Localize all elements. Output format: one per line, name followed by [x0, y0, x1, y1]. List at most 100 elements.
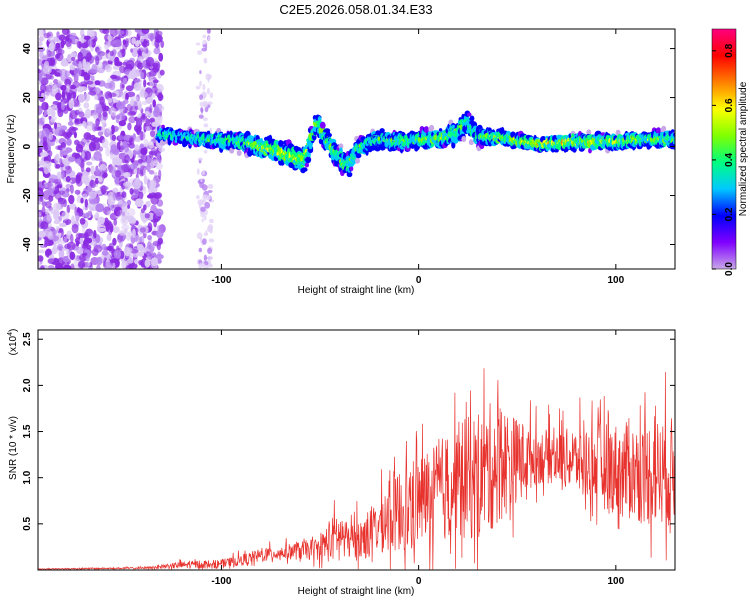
noise-blob — [137, 251, 145, 257]
noise-blob — [201, 218, 204, 223]
noise-blob — [118, 120, 127, 127]
noise-blob — [141, 40, 150, 48]
noise-blob — [90, 30, 98, 37]
noise-blob — [48, 132, 54, 141]
noise-blob — [203, 57, 208, 64]
noise-blob — [121, 224, 130, 231]
noise-blob — [48, 195, 54, 202]
noise-blob — [137, 103, 142, 111]
noise-blob — [144, 125, 153, 131]
ridge-blob — [304, 162, 309, 168]
noise-blob — [55, 92, 62, 101]
noise-blob — [77, 141, 85, 149]
noise-blob — [119, 65, 126, 74]
noise-blob — [90, 174, 97, 180]
noise-blob — [39, 50, 44, 60]
noise-blob — [112, 187, 119, 193]
noise-blob — [199, 70, 202, 75]
noise-blob — [107, 245, 114, 251]
ridge-blob — [661, 125, 667, 132]
noise-blob — [102, 111, 108, 121]
noise-blob — [147, 235, 153, 241]
noise-blob — [73, 67, 82, 77]
snr-multiplier-close: ) — [8, 329, 19, 332]
noise-blob — [202, 83, 206, 91]
noise-blob — [157, 115, 164, 120]
noise-blob — [126, 257, 134, 264]
noise-blob — [140, 35, 144, 43]
y-tick-label: 40 — [22, 43, 33, 55]
noise-blob — [42, 65, 52, 75]
ridge-blob — [586, 129, 592, 136]
noise-blob — [126, 91, 136, 98]
noise-blob — [158, 169, 162, 180]
noise-blob — [101, 138, 109, 149]
noise-blob — [107, 97, 113, 104]
noise-blob — [52, 103, 56, 110]
y-tick-label: 2.5 — [22, 332, 33, 346]
noise-blob — [152, 99, 156, 108]
noise-blob — [207, 190, 213, 193]
noise-blob — [81, 150, 85, 159]
noise-blob — [197, 157, 203, 161]
noise-blob — [138, 260, 142, 266]
noise-blob — [123, 172, 131, 178]
noise-blob — [107, 34, 112, 42]
noise-blob — [134, 78, 138, 84]
noise-blob — [132, 133, 136, 140]
noise-blob — [46, 212, 52, 222]
noise-blob — [202, 34, 207, 39]
noise-blob — [94, 125, 101, 132]
noise-blob — [153, 47, 161, 55]
noise-blob — [82, 120, 87, 127]
noise-blob — [57, 79, 64, 84]
noise-blob — [113, 250, 122, 259]
noise-blob — [83, 35, 91, 40]
noise-blob — [136, 167, 141, 175]
noise-blob — [109, 50, 114, 57]
noise-blob — [111, 134, 117, 141]
noise-blob — [141, 29, 150, 34]
noise-blob — [128, 216, 137, 225]
ridge-blob — [349, 166, 354, 171]
noise-blob — [70, 84, 76, 90]
noise-blob — [149, 104, 153, 114]
noise-blob — [40, 221, 49, 230]
noise-blob — [93, 151, 102, 161]
colorbar-tick-label: 0.4 — [724, 153, 735, 167]
noise-blob — [148, 170, 155, 175]
noise-blob — [82, 58, 87, 69]
noise-blob — [97, 131, 103, 137]
noise-blob — [81, 243, 89, 249]
noise-blob — [76, 41, 82, 49]
noise-blob — [116, 233, 123, 243]
noise-blob — [121, 215, 127, 223]
noise-blob — [159, 69, 165, 76]
noise-blob — [57, 197, 67, 205]
noise-blob — [83, 92, 91, 103]
spectrogram-xlabel: Height of straight line (km) — [298, 285, 415, 296]
noise-blob — [141, 100, 148, 106]
noise-blob — [202, 178, 205, 183]
noise-blob — [121, 191, 127, 199]
ridge-blob — [671, 129, 675, 133]
noise-blob — [42, 114, 46, 122]
noise-blob — [115, 259, 120, 268]
noise-blob — [143, 46, 149, 54]
noise-blob — [69, 110, 78, 120]
noise-blob — [122, 77, 128, 85]
noise-blob — [84, 198, 89, 208]
noise-blob — [41, 92, 45, 98]
noise-blob — [139, 248, 145, 253]
noise-blob — [63, 236, 68, 244]
noise-blob — [200, 206, 206, 212]
noise-blob — [149, 151, 154, 159]
noise-blob — [203, 254, 208, 262]
noise-blob — [48, 174, 58, 181]
noise-blob — [201, 170, 205, 176]
noise-blob — [70, 233, 74, 244]
noise-blob — [82, 193, 88, 199]
noise-blob — [90, 75, 95, 81]
noise-blob — [80, 197, 84, 204]
